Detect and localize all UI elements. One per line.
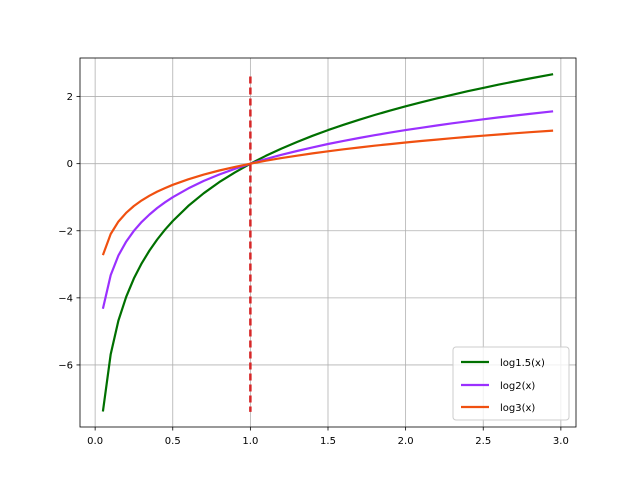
y-axis: −6 −4 −2 0 2: [58, 92, 80, 371]
x-tick-label: 2.5: [475, 436, 491, 447]
x-axis: 0.0 0.5 1.0 1.5 2.0 2.5 3.0: [87, 427, 569, 447]
x-tick-label: 2.0: [398, 436, 414, 447]
legend-box: [452, 346, 570, 421]
y-tick-label: −4: [58, 293, 73, 304]
series-line-log1-5: [101, 73, 554, 412]
legend: log1.5(x) log2(x) log3(x): [452, 346, 570, 421]
y-tick-label: −2: [58, 226, 73, 237]
x-tick-label: 0.0: [87, 436, 103, 447]
x-tick-label: 1.0: [242, 436, 258, 447]
y-tick-label: 2: [67, 92, 73, 103]
x-tick-label: 3.0: [553, 436, 569, 447]
series-line-log2: [101, 110, 554, 309]
legend-label-log3: log3(x): [500, 403, 535, 414]
series-layer: [101, 73, 554, 412]
legend-label-log1-5: log1.5(x): [500, 358, 545, 369]
x-tick-label: 1.5: [320, 436, 336, 447]
series-line-log3: [101, 129, 554, 256]
y-tick-label: 0: [67, 159, 73, 170]
legend-label-log2: log2(x): [500, 381, 535, 392]
x-tick-label: 0.5: [165, 436, 181, 447]
y-tick-label: −6: [58, 360, 73, 371]
